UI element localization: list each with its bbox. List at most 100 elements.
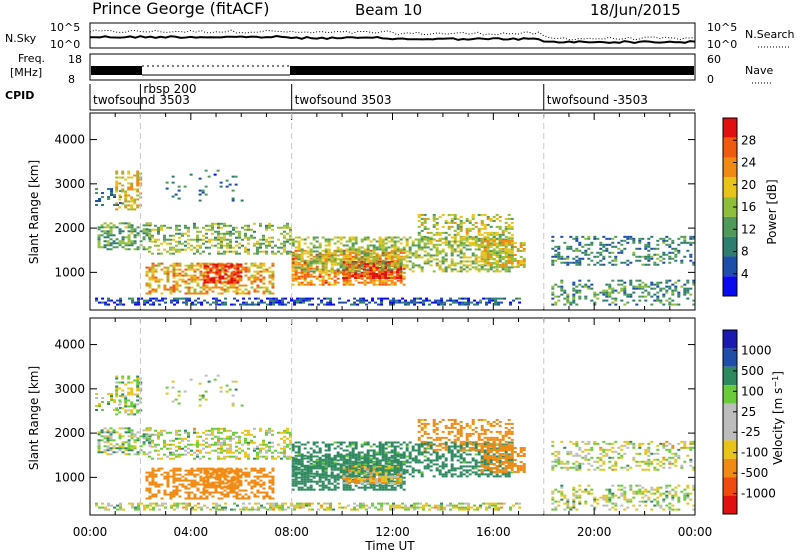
power-cell [213,222,217,225]
power-cell [411,264,415,267]
power-cell [474,254,478,257]
power-cell [578,297,582,300]
power-cell [366,268,370,271]
power-cell [653,287,657,290]
power-cell [348,281,352,284]
power-cell [452,301,456,304]
power-cell [416,301,420,304]
power-cell [212,279,216,282]
power-cell [218,303,222,306]
power-cell [121,176,125,179]
power-cell [378,273,382,276]
velocity-cell [206,484,210,487]
power-cell [139,178,143,181]
power-cell [213,238,217,241]
power-cell [447,246,451,249]
velocity-cell [359,504,363,507]
velocity-cell [166,483,170,486]
power-cell [351,268,355,271]
power-cell [282,224,286,227]
power-cell [459,266,463,269]
power-cell [450,252,454,255]
velocity-cell [257,508,261,511]
power-cell [166,266,170,269]
power-cell [462,256,466,259]
power-cell [97,236,101,239]
power-cell [233,271,237,274]
power-cell [380,297,384,300]
power-cell [590,287,594,290]
power-cell [327,250,331,253]
power-cell [593,301,597,304]
power-cell [282,240,286,243]
power-cell [477,264,481,267]
power-cell [142,238,146,241]
power-cell [174,224,178,227]
power-cell [668,257,672,260]
power-cell [172,264,176,267]
power-cell [575,285,579,288]
power-cell [339,250,343,253]
power-cell [498,235,502,238]
power-cell [354,238,358,241]
power-cell [285,252,289,255]
velocity-cell [133,405,137,408]
power-cell [593,263,597,266]
power-cell [507,257,511,260]
velocity-cell [113,401,117,404]
velocity-cell [177,437,181,440]
power-cell [447,266,451,269]
power-cell [507,266,511,269]
power-cell [243,228,247,231]
velocity-cell [166,471,170,474]
power-cell [422,301,426,304]
velocity-cell [220,491,224,494]
power-cell [492,257,496,260]
power-cell [177,236,181,239]
power-cell [407,303,411,306]
velocity-cell [261,455,265,458]
power-cell [173,303,177,306]
power-cell [366,275,370,278]
power-cell [115,186,119,189]
power-cell [244,274,248,277]
velocity-cell [177,433,181,436]
power-cell [348,283,352,286]
power-cell [492,261,496,264]
velocity-cell [223,493,227,496]
power-cell [384,269,388,272]
power-cell [188,297,192,300]
power-cell [486,253,490,256]
velocity-cell [95,408,99,411]
velocity-cell [269,508,273,511]
velocity-cell [180,447,184,450]
velocity-cell [324,486,328,489]
power-cell [392,303,396,306]
power-cell [386,297,390,300]
velocity-cell [191,506,195,509]
power-cell [214,282,218,285]
velocity-cell [198,449,202,452]
power-cell [492,219,496,222]
power-cell [438,250,442,253]
velocity-cell [204,441,208,444]
power-cell [507,250,511,253]
power-cell [172,288,176,291]
velocity-cell [231,433,235,436]
power-cell [351,266,355,269]
power-cell [165,238,169,241]
power-cell [462,237,466,240]
velocity-cell [151,495,155,498]
power-cell [435,252,439,255]
power-cell [378,275,382,278]
velocity-cell [247,483,251,486]
power-cell [195,226,199,229]
power-cell [113,203,117,206]
velocity-cell [236,486,240,489]
velocity-cell [312,460,316,463]
velocity-cell [121,377,125,380]
power-cell [653,247,657,250]
power-cell [297,277,301,280]
power-cell [471,236,475,239]
velocity-cell [244,497,248,500]
